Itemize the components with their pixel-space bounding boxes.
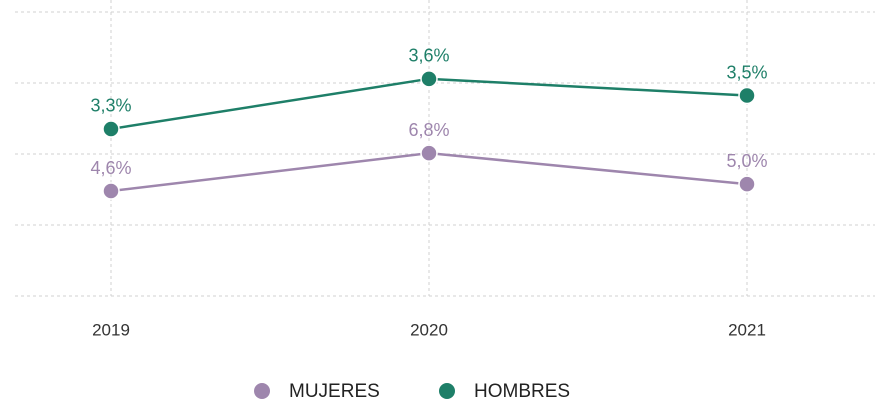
point: [738, 86, 756, 105]
point: [738, 175, 756, 193]
legend-label: HOMBRES: [474, 381, 570, 401]
point: [420, 144, 438, 162]
data-label: 3,5%: [726, 62, 767, 82]
x-tick-label: 2021: [728, 320, 766, 339]
legend-marker: [439, 383, 455, 399]
legend-marker: [254, 383, 270, 399]
point: [102, 120, 120, 138]
data-label: 3,6%: [408, 46, 449, 66]
point: [420, 70, 438, 88]
x-tick-label: 2020: [410, 320, 448, 339]
point: [102, 182, 120, 200]
x-tick-label: 2019: [92, 320, 130, 339]
data-label: 4,6%: [90, 158, 131, 178]
data-label: 3,3%: [90, 96, 131, 116]
data-label: 5,0%: [726, 151, 767, 171]
data-label: 6,8%: [408, 120, 449, 140]
legend-label: MUJERES: [289, 381, 380, 401]
